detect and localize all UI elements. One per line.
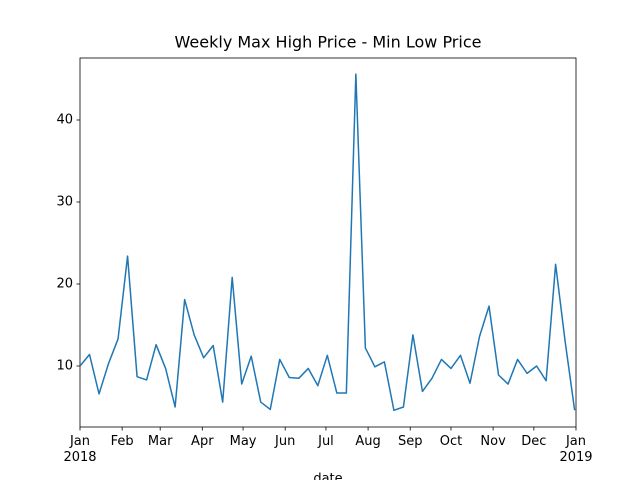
x-tick-label: Apr [191,434,214,449]
x-tick-label: Jan 2018 [63,434,97,465]
chart-title: Weekly Max High Price - Min Low Price [175,33,482,52]
x-tick-label: Nov [480,434,506,449]
x-tick-label: Mar [147,434,173,449]
x-tick-label: May [229,434,257,449]
y-tick-label: 20 [56,276,73,291]
x-tick-label: Jan 2019 [559,434,593,465]
line [79,73,576,412]
x-tick-label: Jul [318,434,334,449]
x-tick-label: Aug [355,434,381,449]
x-tick-label: Sep [397,434,423,449]
y-tick-label: 40 [56,112,73,127]
x-tick-label: Feb [110,434,134,449]
y-tick-label: 30 [56,194,73,209]
plot-frame [79,57,577,428]
x-tick-label: Jun [275,434,296,449]
x-tick-label: Dec [521,434,547,449]
x-axis-label: date [313,472,342,480]
y-tick-label: 10 [56,358,73,373]
x-tick-label: Oct [439,434,463,449]
